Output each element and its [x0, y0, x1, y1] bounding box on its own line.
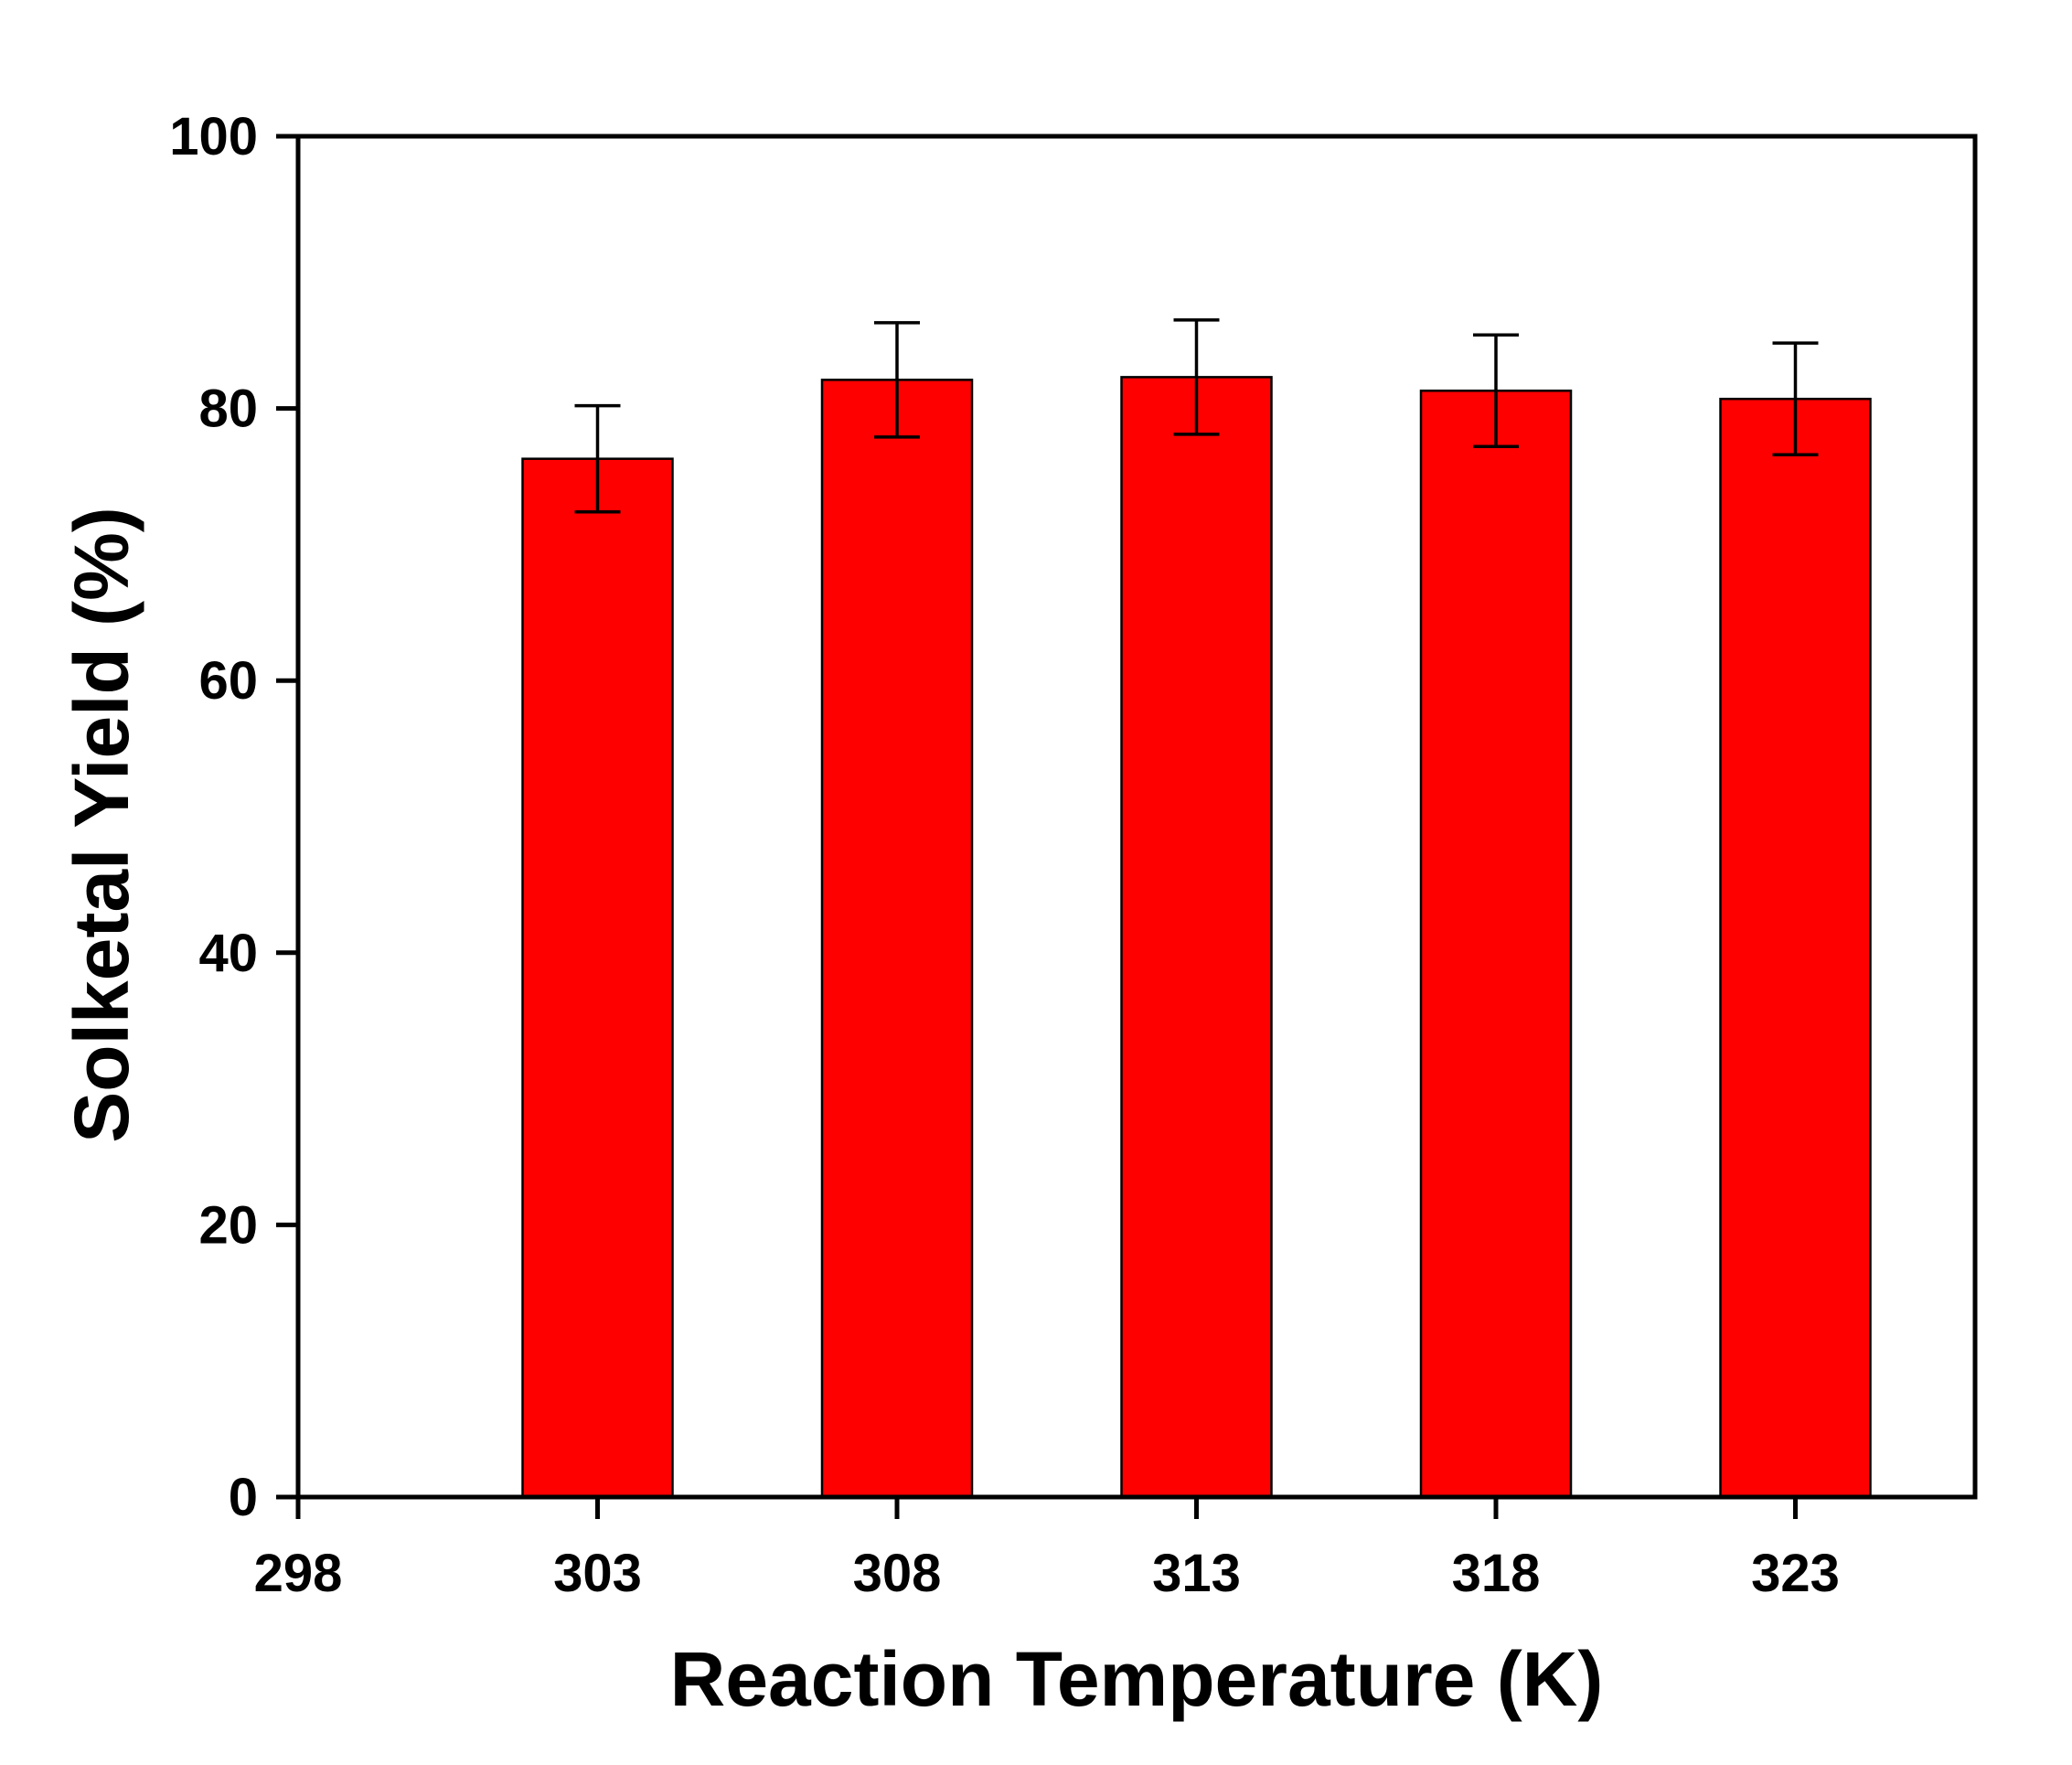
x-tick-label: 313: [1152, 1544, 1241, 1603]
error-bar-308: [874, 321, 920, 439]
y-tick-label: 20: [198, 1195, 258, 1255]
ticks-layer: 0 20 40 60 80 100 298 303 308 313 318 323: [169, 107, 1840, 1603]
error-bars-layer: [574, 318, 1819, 514]
bar-308: [820, 379, 974, 1499]
y-tick-label: 40: [198, 924, 258, 983]
y-tick-label: 80: [198, 380, 258, 439]
error-bar-318: [1473, 333, 1519, 449]
error-bar-323: [1772, 341, 1819, 456]
x-tick-label: 303: [553, 1544, 642, 1603]
bars-layer: [521, 376, 1872, 1499]
bar-303: [521, 457, 674, 1499]
bar-318: [1419, 390, 1573, 1499]
y-axis-title: Solketal Yield (%): [59, 507, 144, 1143]
bar-313: [1120, 376, 1273, 1499]
axes-layer: [295, 134, 1978, 1500]
y-tick-label: 60: [198, 651, 258, 711]
y-tick-label: 0: [229, 1468, 258, 1527]
error-bar-303: [574, 403, 621, 514]
x-tick-label: 308: [853, 1544, 942, 1603]
bar-323: [1719, 397, 1872, 1499]
plot-frame: [295, 134, 1978, 1500]
x-tick-label: 323: [1751, 1544, 1840, 1603]
error-bar-313: [1173, 318, 1220, 436]
x-axis-title: Reaction Temperature (K): [670, 1636, 1604, 1722]
y-tick-label: 100: [169, 107, 258, 166]
x-tick-label: 318: [1452, 1544, 1541, 1603]
x-tick-label: 298: [254, 1544, 343, 1603]
